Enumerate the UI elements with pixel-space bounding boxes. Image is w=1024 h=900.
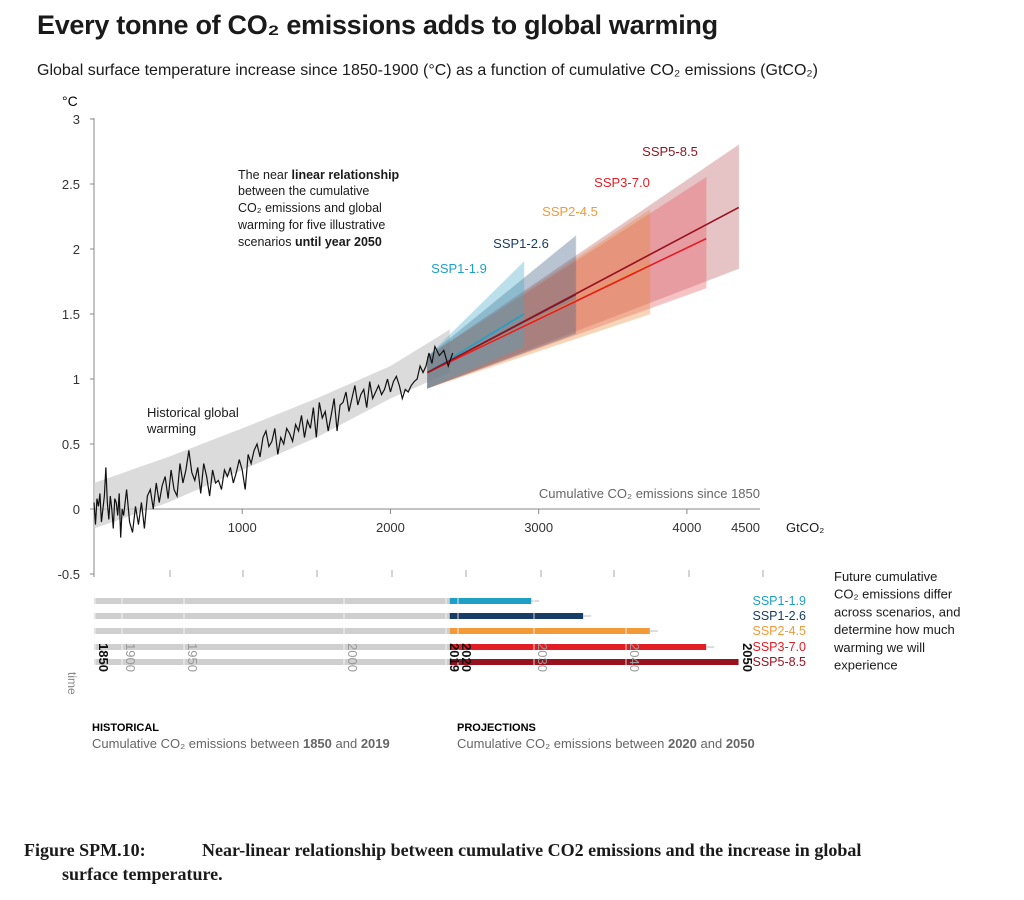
timeline-label-ssp1-2.6: SSP1-2.6 xyxy=(752,609,806,623)
projection-line-ssp3-7.0 xyxy=(427,237,707,374)
timeline-label-ssp1-1.9: SSP1-1.9 xyxy=(752,594,806,608)
timeline-bar-ssp3-7.0 xyxy=(449,644,707,650)
x-tick-label: 3000 xyxy=(524,520,553,535)
timeline-historical-bar xyxy=(94,613,450,619)
x-axis-title: Cumulative CO₂ emissions since 1850 xyxy=(539,486,760,501)
scenario-label-ssp2-4.5: SSP2-4.5 xyxy=(542,204,598,219)
x-tick-label: 1000 xyxy=(228,520,257,535)
timeline-year-1900: 1900 xyxy=(123,643,138,672)
timeline-historical-bar xyxy=(94,644,450,650)
y-tick-label: -0.5 xyxy=(58,567,80,582)
timeline-time-label: time xyxy=(65,672,79,695)
y-tick-label: 3 xyxy=(73,112,80,127)
y-tick-label: 1.5 xyxy=(62,307,80,322)
historical-warming-line xyxy=(93,344,454,538)
side-note-line6: experience xyxy=(834,658,898,673)
caption-label: Figure SPM.10: xyxy=(24,840,146,860)
y-axis-label: °C xyxy=(62,93,78,109)
timeline-year-2019: 2019 xyxy=(447,643,462,672)
projection-line-ssp1-1.9 xyxy=(427,313,525,374)
timeline-historical-bar xyxy=(94,628,450,634)
scenario-label-ssp1-2.6: SSP1-2.6 xyxy=(493,236,549,251)
annotation-linear-line2: between the cumulative xyxy=(238,184,369,198)
chart-subtitle: Global surface temperature increase sinc… xyxy=(37,62,818,79)
projections-description: Cumulative CO₂ emissions between 2020 an… xyxy=(457,736,755,751)
timeline-year-1950: 1950 xyxy=(185,643,200,672)
y-tick-label: 0 xyxy=(73,502,80,517)
caption-text-line2: surface temperature. xyxy=(62,864,223,884)
projection-band-ssp5-8.5 xyxy=(427,144,740,389)
figure-caption: Figure SPM.10: Near-linear relationship b… xyxy=(24,838,1004,886)
projection-line-ssp5-8.5 xyxy=(427,206,740,374)
projections-heading: PROJECTIONS xyxy=(457,722,536,734)
x-axis-unit: GtCO₂ xyxy=(786,520,824,535)
timeline-label-ssp3-7.0: SSP3-7.0 xyxy=(752,640,806,654)
timeline-label-ssp2-4.5: SSP2-4.5 xyxy=(752,624,806,638)
historical-description: Cumulative CO₂ emissions between 1850 an… xyxy=(92,736,390,751)
chart-title: Every tonne of CO₂ emissions adds to glo… xyxy=(37,10,718,40)
annotation-linear-line4: warming for five illustrative xyxy=(237,218,385,232)
timeline-label-ssp5-8.5: SSP5-8.5 xyxy=(752,655,806,669)
scenario-label-ssp5-8.5: SSP5-8.5 xyxy=(642,144,698,159)
side-note-line2: CO₂ emissions differ xyxy=(834,587,953,602)
x-tick-label: 4000 xyxy=(672,520,701,535)
y-tick-label: 2 xyxy=(73,242,80,257)
y-tick-label: 1 xyxy=(73,372,80,387)
side-note-line4: determine how much xyxy=(834,622,955,637)
annotation-linear-line3: CO₂ emissions and global xyxy=(238,201,382,215)
timeline-bar-ssp1-1.9 xyxy=(449,598,532,604)
y-tick-label: 2.5 xyxy=(62,177,80,192)
annotation-linear-line5: scenarios until year 2050 xyxy=(238,235,382,249)
timeline-year-2040: 2040 xyxy=(627,643,642,672)
timeline-year-2050: 2050 xyxy=(740,643,755,672)
timeline-year-2030: 2030 xyxy=(535,643,550,672)
timeline-year-2020: 2020 xyxy=(459,643,474,672)
annotation-historical-line2: warming xyxy=(146,421,196,436)
y-tick-label: 0.5 xyxy=(62,437,80,452)
timeline-bar-ssp1-2.6 xyxy=(449,613,584,619)
x-tick-label: 2000 xyxy=(376,520,405,535)
annotation-linear-line1: The near linear relationship xyxy=(238,168,400,182)
scenario-label-ssp1-1.9: SSP1-1.9 xyxy=(431,261,487,276)
annotation-historical-line1: Historical global xyxy=(147,405,239,420)
timeline-year-1850: 1850 xyxy=(96,643,111,672)
timeline-bar-ssp2-4.5 xyxy=(449,628,650,634)
timeline-historical-bar xyxy=(94,598,450,604)
emissions-warming-chart: °C -0.5 0 0.5 1 1.5 2 2.5 3 1000 2000 3000 4000 4500 G… xyxy=(58,93,961,751)
historical-uncertainty-band xyxy=(94,329,450,529)
timeline-bar-ssp5-8.5 xyxy=(449,659,739,665)
caption-text-line1: Near-linear relationship between cumulat… xyxy=(202,840,862,860)
scenario-label-ssp3-7.0: SSP3-7.0 xyxy=(594,175,650,190)
historical-heading: HISTORICAL xyxy=(92,722,159,734)
side-note-line5: warming we will xyxy=(833,640,925,655)
timeline-year-2000: 2000 xyxy=(345,643,360,672)
x-axis-unit-left: 4500 xyxy=(731,520,760,535)
side-note-line3: across scenarios, and xyxy=(834,604,960,619)
side-note-line1: Future cumulative xyxy=(834,569,937,584)
timeline-historical-bar xyxy=(94,659,450,665)
